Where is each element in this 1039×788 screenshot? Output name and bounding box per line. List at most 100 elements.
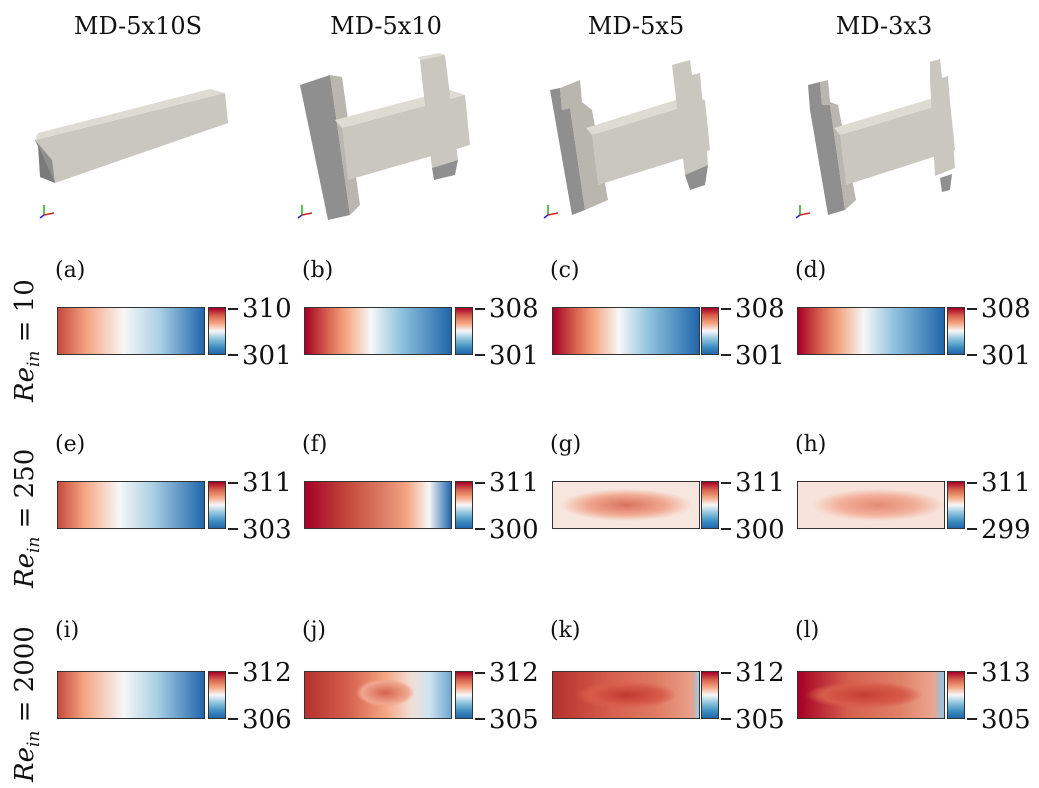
colorbar-k bbox=[701, 671, 719, 719]
panel-label-g: (g) bbox=[550, 432, 582, 457]
temperature-field-g bbox=[552, 481, 700, 529]
colorbar-max-d: 308 bbox=[981, 294, 1031, 324]
panel-label-f: (f) bbox=[302, 432, 328, 457]
geometry-md-5x10s bbox=[35, 89, 228, 219]
colorbar-min-g: 300 bbox=[735, 515, 785, 545]
colorbar-tick-max-g bbox=[721, 482, 731, 484]
colorbar-tick-max-h bbox=[967, 482, 977, 484]
colorbar-g bbox=[701, 481, 719, 529]
colorbar-tick-min-d bbox=[967, 354, 977, 356]
temperature-field-b bbox=[304, 307, 452, 355]
colorbar-min-h: 299 bbox=[981, 515, 1031, 545]
colorbar-max-a: 310 bbox=[242, 294, 292, 324]
colorbar-b bbox=[455, 307, 473, 355]
colorbar-e bbox=[208, 481, 226, 529]
colorbar-max-f: 311 bbox=[489, 468, 539, 498]
colorbar-tick-max-c bbox=[721, 308, 731, 310]
colorbar-max-l: 313 bbox=[981, 658, 1031, 688]
colorbar-d bbox=[947, 307, 965, 355]
colorbar-max-e: 311 bbox=[242, 468, 292, 498]
colorbar-min-k: 305 bbox=[735, 705, 785, 735]
geometry-md-5x5 bbox=[543, 60, 710, 219]
colorbar-max-i: 312 bbox=[242, 658, 292, 688]
panel-label-l: (l) bbox=[795, 618, 820, 643]
temperature-field-h bbox=[797, 481, 945, 529]
colorbar-j bbox=[455, 671, 473, 719]
panel-label-i: (i) bbox=[55, 618, 80, 643]
panel-label-c: (c) bbox=[550, 258, 580, 283]
colorbar-h bbox=[947, 481, 965, 529]
panel-label-b: (b) bbox=[302, 258, 334, 283]
colorbar-min-i: 306 bbox=[242, 705, 292, 735]
colorbar-tick-max-i bbox=[228, 672, 238, 674]
axes-triad-icon bbox=[795, 205, 811, 219]
colorbar-c bbox=[701, 307, 719, 355]
colorbar-tick-min-i bbox=[228, 718, 238, 720]
colorbar-tick-min-g bbox=[721, 528, 731, 530]
colorbar-max-h: 311 bbox=[981, 468, 1031, 498]
colorbar-tick-min-a bbox=[228, 354, 238, 356]
axes-triad-icon bbox=[543, 205, 559, 219]
geometry-md-3x3 bbox=[795, 59, 955, 219]
column-title-md-5x10: MD-5x10 bbox=[330, 12, 442, 40]
panel-label-h: (h) bbox=[795, 432, 827, 457]
row-label-re-10: Rein = 10 bbox=[10, 279, 44, 402]
colorbar-max-k: 312 bbox=[735, 658, 785, 688]
panel-label-e: (e) bbox=[55, 432, 86, 457]
row-label-re-2000: Rein = 2000 bbox=[10, 626, 44, 782]
column-title-md-5x5: MD-5x5 bbox=[587, 12, 685, 40]
colorbar-tick-max-e bbox=[228, 482, 238, 484]
row-label-re-250: Rein = 250 bbox=[10, 448, 44, 588]
colorbar-f bbox=[455, 481, 473, 529]
colorbar-i bbox=[208, 671, 226, 719]
colorbar-max-b: 308 bbox=[489, 294, 539, 324]
axes-triad-icon bbox=[39, 205, 55, 219]
temperature-field-k bbox=[552, 671, 700, 719]
colorbar-tick-max-a bbox=[228, 308, 238, 310]
column-title-md-5x10s: MD-5x10S bbox=[73, 12, 203, 40]
axes-triad-icon bbox=[297, 205, 313, 219]
colorbar-tick-max-j bbox=[475, 672, 485, 674]
colorbar-tick-min-c bbox=[721, 354, 731, 356]
temperature-field-i bbox=[57, 671, 205, 719]
colorbar-tick-max-k bbox=[721, 672, 731, 674]
panel-label-d: (d) bbox=[795, 258, 827, 283]
panel-label-a: (a) bbox=[55, 258, 86, 283]
colorbar-tick-min-b bbox=[475, 354, 485, 356]
temperature-field-d bbox=[797, 307, 945, 355]
colorbar-min-b: 301 bbox=[489, 341, 539, 371]
colorbar-tick-max-d bbox=[967, 308, 977, 310]
temperature-field-a bbox=[57, 307, 205, 355]
colorbar-min-j: 305 bbox=[489, 705, 539, 735]
temperature-field-f bbox=[304, 481, 452, 529]
colorbar-max-g: 311 bbox=[735, 468, 785, 498]
temperature-field-l bbox=[797, 671, 945, 719]
panel-label-k: (k) bbox=[550, 618, 581, 643]
colorbar-tick-min-j bbox=[475, 718, 485, 720]
panel-label-j: (j) bbox=[302, 618, 326, 643]
colorbar-l bbox=[947, 671, 965, 719]
colorbar-max-j: 312 bbox=[489, 658, 539, 688]
colorbar-max-c: 308 bbox=[735, 294, 785, 324]
colorbar-min-l: 305 bbox=[981, 705, 1031, 735]
temperature-field-c bbox=[552, 307, 700, 355]
colorbar-tick-min-f bbox=[475, 528, 485, 530]
geometry-md-5x10 bbox=[297, 53, 470, 220]
colorbar-tick-min-h bbox=[967, 528, 977, 530]
colorbar-tick-min-k bbox=[721, 718, 731, 720]
colorbar-tick-min-e bbox=[228, 528, 238, 530]
colorbar-tick-max-f bbox=[475, 482, 485, 484]
colorbar-min-f: 300 bbox=[489, 515, 539, 545]
temperature-field-e bbox=[57, 481, 205, 529]
column-title-md-3x3: MD-3x3 bbox=[835, 12, 933, 40]
colorbar-min-e: 303 bbox=[242, 515, 292, 545]
colorbar-tick-min-l bbox=[967, 718, 977, 720]
colorbar-min-a: 301 bbox=[242, 341, 292, 371]
colorbar-tick-max-b bbox=[475, 308, 485, 310]
colorbar-min-d: 301 bbox=[981, 341, 1031, 371]
colorbar-a bbox=[208, 307, 226, 355]
colorbar-min-c: 301 bbox=[735, 341, 785, 371]
colorbar-tick-max-l bbox=[967, 672, 977, 674]
temperature-field-j bbox=[304, 671, 452, 719]
